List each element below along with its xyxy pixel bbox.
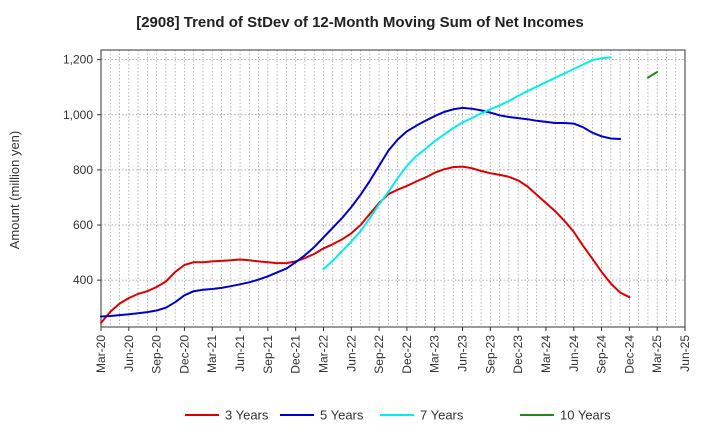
legend-label: 5 Years <box>320 408 364 423</box>
plot-frame <box>100 49 686 328</box>
series-line-5-years <box>100 106 622 318</box>
y-tick-label: 600 <box>73 218 93 232</box>
x-tick-label: Dec-24 <box>622 335 636 374</box>
y-tick-label: 800 <box>73 163 93 177</box>
y-tick-labels: 400 600 800 1,000 1,200 <box>63 53 93 287</box>
x-tick-label: Sep-22 <box>372 335 386 374</box>
x-tick-label: Mar-25 <box>650 335 664 373</box>
x-tick-label: Mar-21 <box>205 335 219 373</box>
x-tick-label: Dec-23 <box>511 335 525 374</box>
x-tick-label: Dec-22 <box>400 335 414 374</box>
x-tick-label: Jun-24 <box>567 335 581 372</box>
legend: 3 Years 5 Years 7 Years 10 Years <box>185 408 611 423</box>
y-tick-label: 1,000 <box>63 108 93 122</box>
x-tick-label: Jun-21 <box>233 335 247 372</box>
x-tick-label: Mar-23 <box>428 335 442 373</box>
series-line-3-years <box>100 165 631 324</box>
legend-label: 3 Years <box>225 408 269 423</box>
y-tick-label: 400 <box>73 273 93 287</box>
x-tick-label: Jun-23 <box>456 335 470 372</box>
series-lines <box>100 56 659 324</box>
x-tick-label: Mar-20 <box>94 335 108 373</box>
y-tick-label: 1,200 <box>63 53 93 67</box>
legend-label: 10 Years <box>560 408 611 423</box>
grid-lines <box>100 50 686 327</box>
y-axis-label: Amount (million yen) <box>7 131 22 250</box>
axes <box>97 49 686 331</box>
x-tick-label: Mar-24 <box>539 335 553 373</box>
x-tick-label: Sep-20 <box>150 335 164 374</box>
series-line-7-years <box>322 56 612 271</box>
x-tick-label: Jun-20 <box>122 335 136 372</box>
legend-label: 7 Years <box>420 408 464 423</box>
x-tick-label: Sep-21 <box>261 335 275 374</box>
chart-title: [2908] Trend of StDev of 12-Month Moving… <box>136 14 584 31</box>
x-tick-label: Jun-22 <box>344 335 358 372</box>
x-tick-labels: Mar-20 Jun-20 Sep-20 Dec-20 Mar-21 Jun-21 Sep-… <box>94 335 692 374</box>
x-tick-label: Dec-20 <box>177 335 191 374</box>
x-tick-label: Sep-23 <box>483 335 497 374</box>
x-tick-label: Jun-25 <box>678 335 692 372</box>
x-tick-label: Mar-22 <box>316 335 330 373</box>
x-tick-label: Sep-24 <box>595 335 609 374</box>
series-line-10-years <box>646 71 659 79</box>
x-tick-label: Dec-21 <box>289 335 303 374</box>
